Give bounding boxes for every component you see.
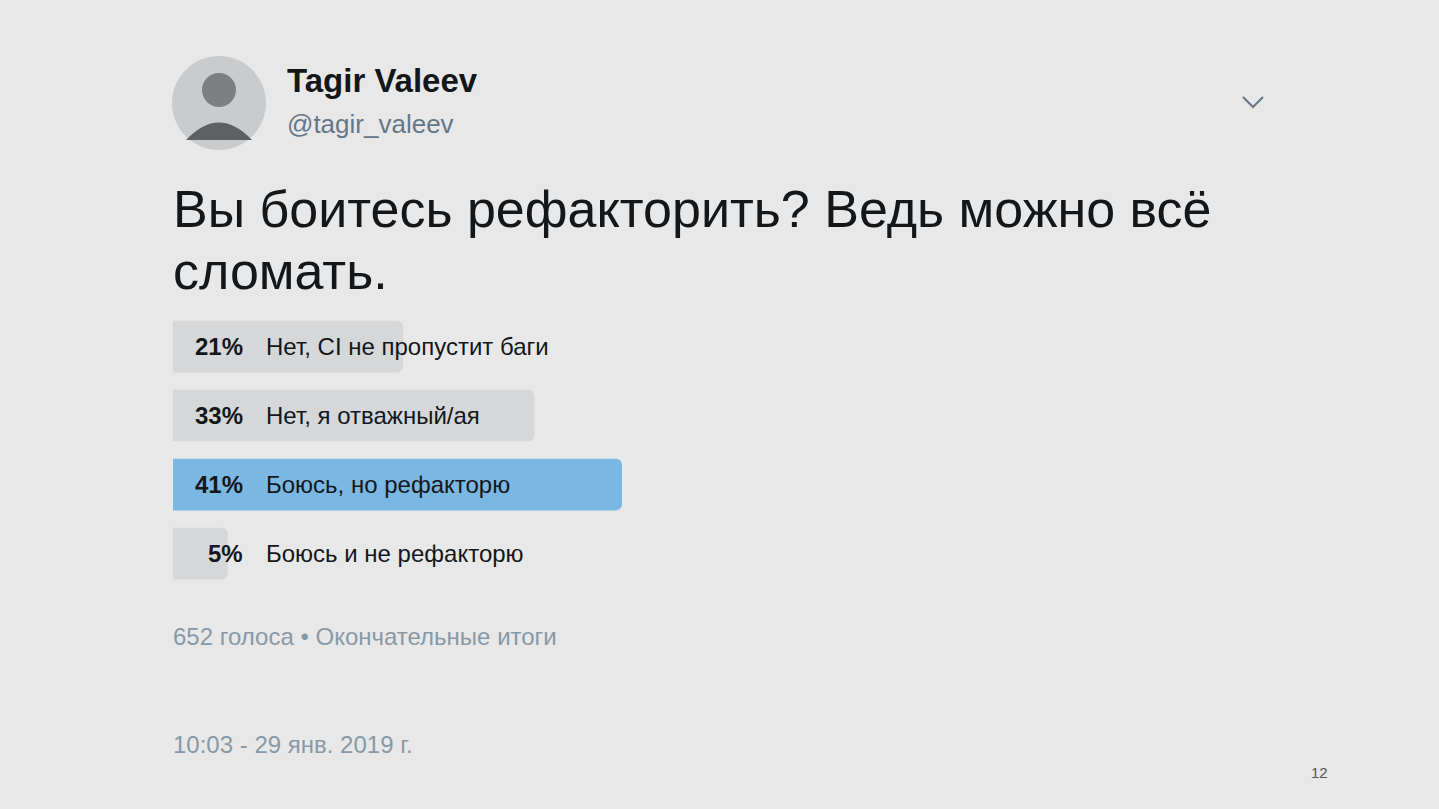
html-text:10:03 - 29 янв. 2019 г.: 10:03 - 29 янв. 2019 г. — [173, 731, 413, 758]
svg-text:33%: 33% — [195, 402, 243, 429]
html-text:Tagir Valeev: Tagir Valeev — [287, 62, 478, 99]
svg-text:21%: 21% — [195, 333, 243, 360]
html-text:@tagir_valeev: @tagir_valeev — [287, 109, 454, 139]
svg-text:Нет, CI не пропустит баги: Нет, CI не пропустит баги — [266, 333, 549, 360]
svg-text:41%: 41% — [195, 471, 243, 498]
html-text:Вы боитесь рефакторить? Ведь м: Вы боитесь рефакторить? Ведь можно всё с… — [173, 180, 1212, 300]
svg-text:Боюсь и не рефакторю: Боюсь и не рефакторю — [266, 540, 524, 567]
svg-text:Боюсь, но рефакторю: Боюсь, но рефакторю — [266, 471, 510, 498]
html-text:652 голоса • Окончательные ито: 652 голоса • Окончательные итоги — [173, 623, 557, 650]
svg-text:5%: 5% — [208, 540, 243, 567]
html-text:12: 12 — [1311, 764, 1328, 781]
svg-text:Нет, я отважный/ая: Нет, я отважный/ая — [266, 402, 480, 429]
